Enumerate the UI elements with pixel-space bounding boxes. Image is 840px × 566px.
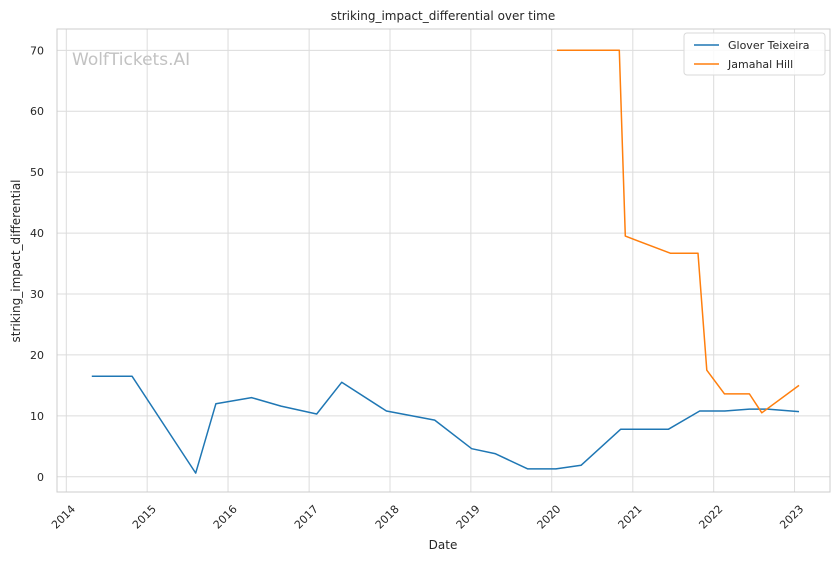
data-point-glover-teixeira [748, 408, 750, 410]
y-axis-title: striking_impact_differential [9, 179, 23, 342]
data-point-glover-teixeira [471, 448, 473, 450]
data-point-jamahal-hill [724, 393, 726, 395]
chart-title: striking_impact_differential over time [331, 9, 556, 23]
data-point-glover-teixeira [316, 413, 318, 415]
data-point-glover-teixeira [434, 419, 436, 421]
data-point-jamahal-hill [798, 384, 800, 386]
data-point-jamahal-hill [618, 49, 620, 51]
data-point-jamahal-hill [697, 252, 699, 254]
data-point-glover-teixeira [798, 411, 800, 413]
data-point-glover-teixeira [251, 397, 253, 399]
data-point-glover-teixeira [555, 468, 557, 470]
data-point-glover-teixeira [280, 405, 282, 407]
y-tick-label: 0 [37, 471, 44, 484]
data-point-jamahal-hill [624, 235, 626, 237]
data-point-jamahal-hill [556, 49, 558, 51]
legend: Glover Teixeira Jamahal Hill [684, 33, 825, 75]
data-point-glover-teixeira [385, 410, 387, 412]
y-tick-label: 50 [30, 166, 44, 179]
watermark: WolfTickets.AI [72, 50, 190, 70]
legend-label-glover-teixeira: Glover Teixeira [728, 39, 810, 52]
data-point-glover-teixeira [527, 468, 529, 470]
y-tick-label: 60 [30, 105, 44, 118]
data-point-jamahal-hill [761, 412, 763, 414]
data-point-jamahal-hill [669, 252, 671, 254]
y-tick-label: 20 [30, 349, 44, 362]
data-point-glover-teixeira [131, 375, 133, 377]
data-point-glover-teixeira [699, 410, 701, 412]
data-point-glover-teixeira [341, 381, 343, 383]
data-point-glover-teixeira [580, 464, 582, 466]
y-tick-label: 10 [30, 410, 44, 423]
data-point-jamahal-hill [706, 369, 708, 371]
data-point-jamahal-hill [748, 393, 750, 395]
x-axis-title: Date [429, 538, 458, 552]
data-point-glover-teixeira [91, 375, 93, 377]
data-point-glover-teixeira [620, 428, 622, 430]
data-point-glover-teixeira [215, 403, 217, 405]
data-point-glover-teixeira [195, 472, 197, 474]
y-tick-label: 70 [30, 44, 44, 57]
y-tick-label: 40 [30, 227, 44, 240]
data-point-glover-teixeira [667, 428, 669, 430]
data-point-glover-teixeira [724, 410, 726, 412]
y-tick-label: 30 [30, 288, 44, 301]
data-point-glover-teixeira [494, 453, 496, 455]
legend-label-jamahal-hill: Jamahal Hill [727, 58, 793, 71]
